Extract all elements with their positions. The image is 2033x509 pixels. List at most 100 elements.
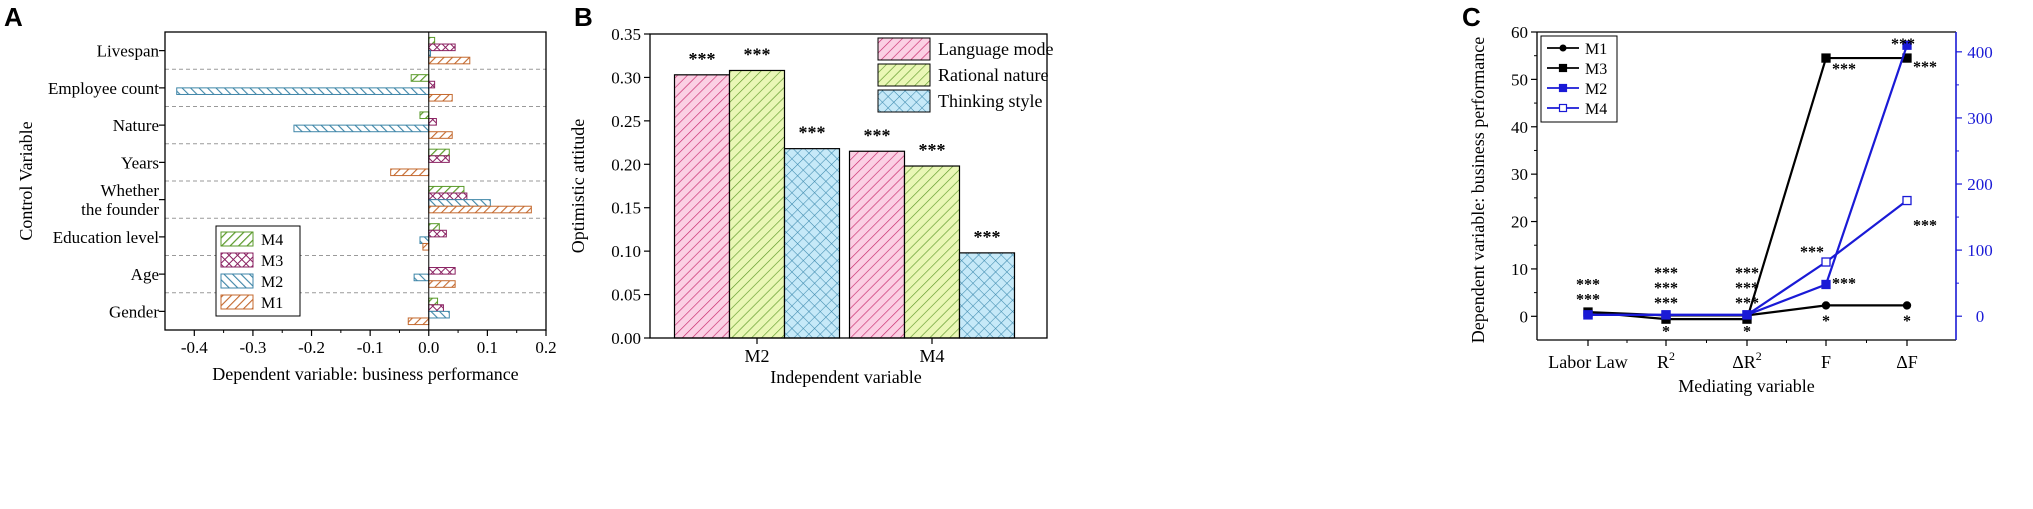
significance-label: *** — [1654, 265, 1678, 282]
bar-m1 — [428, 131, 453, 139]
significance-label: *** — [1832, 61, 1856, 78]
significance-label: *** — [974, 227, 1001, 247]
y-axis-title: Control Variable — [16, 121, 36, 240]
bar-m1 — [407, 317, 430, 326]
marker-m2 — [1821, 279, 1831, 290]
bar-m1 — [390, 168, 430, 177]
bar-m3 — [428, 267, 456, 275]
plot-frame — [649, 33, 1048, 339]
chart-panel-c: 0 10 20 30 40 50 60 0 100 200 300 400 Labor Law R2 ΔR2… — [1468, 23, 1993, 396]
y-tick-label: 0.35 — [611, 25, 641, 44]
legend-label-m2: M2 — [1585, 81, 1607, 98]
legend: M4 M3 M2 M1 — [215, 225, 301, 317]
y2-tick-label: 200 — [1967, 175, 1993, 194]
significance-label: *** — [744, 44, 771, 64]
bar-m2 — [176, 87, 430, 95]
significance-label: *** — [1654, 280, 1678, 297]
legend-label: Thinking style — [938, 91, 1043, 111]
x-tick-label: M4 — [919, 346, 944, 366]
significance-label: *** — [689, 49, 716, 69]
legend-marker — [1559, 44, 1567, 52]
bar-m2 — [428, 199, 491, 207]
panel-label-b: B — [574, 2, 593, 32]
significance-label: *** — [1800, 244, 1824, 261]
y-axis-title: Optimistic attitude — [568, 119, 588, 253]
bar-m3 — [428, 304, 444, 312]
legend: Language mode Rational nature Thinking sty… — [877, 37, 1053, 113]
significance-label: * — [1822, 313, 1830, 330]
x-tick-label: -0.2 — [298, 338, 325, 357]
bar-m2 — [428, 310, 450, 319]
marker-m1 — [1902, 301, 1912, 310]
significance-label: *** — [1913, 217, 1937, 234]
bar-rational-nature — [903, 165, 961, 339]
significance-label: * — [1903, 313, 1911, 330]
y-tick-label: 0.10 — [611, 242, 641, 261]
y-axis-title: Dependent variable: business performance — [1468, 37, 1488, 343]
y-tick-label: 0.25 — [611, 112, 641, 131]
significance-label: *** — [1891, 36, 1915, 53]
y2-tick-label: 0 — [1976, 307, 1985, 326]
bar-m3 — [428, 118, 437, 126]
marker-m4 — [1902, 195, 1912, 206]
legend-swatch — [877, 37, 931, 61]
category-label: Years — [121, 153, 159, 172]
category-label: Whether — [100, 181, 159, 200]
bar-m4 — [419, 111, 430, 120]
y-tick-label: 0.20 — [611, 155, 641, 174]
legend-swatch — [877, 63, 931, 87]
x-tick-label: 0.1 — [477, 338, 498, 357]
category-label: Employee count — [48, 79, 159, 98]
category-label: Education level — [53, 228, 159, 247]
x-tick-label: 0.2 — [535, 338, 556, 357]
significance-label: * — [1743, 324, 1751, 341]
bar-thinking-style — [958, 252, 1016, 339]
bar-m4 — [410, 74, 430, 82]
bar-m3 — [428, 43, 456, 52]
y-tick-label: 0.05 — [611, 286, 641, 305]
bar-m3 — [428, 229, 447, 238]
bar-m4 — [428, 223, 440, 231]
x-axis-title: Mediating variable — [1678, 376, 1814, 396]
significance-label: *** — [1576, 291, 1600, 308]
legend: M1 M3 M2 M4 — [1540, 35, 1618, 123]
category-label: the founder — [81, 200, 159, 219]
legend-label: Language mode — [938, 39, 1053, 59]
chart-panel-b: *** *** *** M2 *** *** *** M4 0.00 0.05 0.10 0.15 0.… — [568, 25, 1053, 387]
bar-m3 — [428, 155, 450, 163]
y-tick-label: 0.30 — [611, 68, 641, 87]
bar-m1 — [428, 280, 456, 288]
significance-label: *** — [1832, 276, 1856, 293]
legend-label-m1: M1 — [261, 295, 283, 312]
x-tick-label: ΔR2 — [1732, 349, 1762, 372]
x-tick-label: -0.1 — [357, 338, 384, 357]
marker-m2 — [1583, 310, 1593, 320]
legend-swatch — [877, 89, 931, 113]
legend-label-m3: M3 — [1585, 61, 1607, 78]
marker-m4 — [1821, 257, 1831, 267]
bar-m1 — [422, 242, 430, 251]
marker-m2 — [1742, 310, 1752, 320]
y-tick-label: 10 — [1511, 260, 1528, 279]
bar-m2 — [419, 236, 430, 244]
bar-language-mode — [673, 74, 731, 339]
significance-label: *** — [799, 123, 826, 143]
y2-tick-label: 400 — [1967, 43, 1993, 62]
category-label: Nature — [113, 116, 159, 135]
x-tick-label: 0.0 — [418, 338, 439, 357]
legend-marker — [1558, 63, 1568, 73]
significance-label: *** — [864, 125, 891, 145]
category-label: Livespan — [97, 42, 160, 61]
significance-label: *** — [1576, 276, 1600, 293]
significance-label: *** — [919, 140, 946, 160]
marker-m1 — [1821, 301, 1831, 310]
x-tick-label: R2 — [1657, 349, 1675, 372]
bar-m4 — [428, 36, 436, 45]
bar-thinking-style — [783, 148, 841, 339]
marker-m3 — [1821, 53, 1831, 63]
legend-marker — [1558, 83, 1568, 93]
y-tick-label: 0 — [1520, 307, 1529, 326]
x-tick-label: M2 — [744, 346, 769, 366]
bar-m1 — [428, 205, 532, 214]
